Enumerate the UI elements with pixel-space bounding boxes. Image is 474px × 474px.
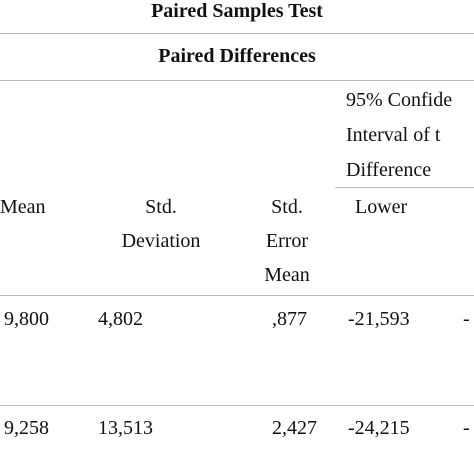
group-header: Paired Differences <box>158 45 316 67</box>
ci-header-line: Difference <box>346 159 432 181</box>
cell: 2,427 <box>272 417 317 439</box>
cell: ,877 <box>272 308 307 330</box>
cell: -21,593 <box>348 308 410 330</box>
cell: -24,215 <box>348 417 410 439</box>
column-header: Std. <box>145 196 177 218</box>
column-header: Std. <box>271 196 303 218</box>
cell: 13,513 <box>98 417 153 439</box>
cell: - <box>463 308 470 330</box>
table-title: Paired Samples Test <box>151 0 323 22</box>
column-header: Mean <box>0 196 46 218</box>
column-header: Error <box>265 230 309 252</box>
rule <box>0 295 474 296</box>
rule <box>0 33 474 34</box>
cell: 9,800 <box>4 308 49 330</box>
cell: - <box>463 417 470 439</box>
rule <box>0 80 474 81</box>
column-header: Lower <box>355 196 408 218</box>
rule <box>0 405 474 406</box>
column-header: Deviation <box>121 230 201 252</box>
cell: 4,802 <box>98 308 143 330</box>
ci-header-line: Interval of t <box>346 124 441 146</box>
column-header: Mean <box>264 264 310 286</box>
rule <box>335 187 474 188</box>
cell: 9,258 <box>4 417 49 439</box>
ci-header-line: 95% Confide <box>346 89 453 111</box>
